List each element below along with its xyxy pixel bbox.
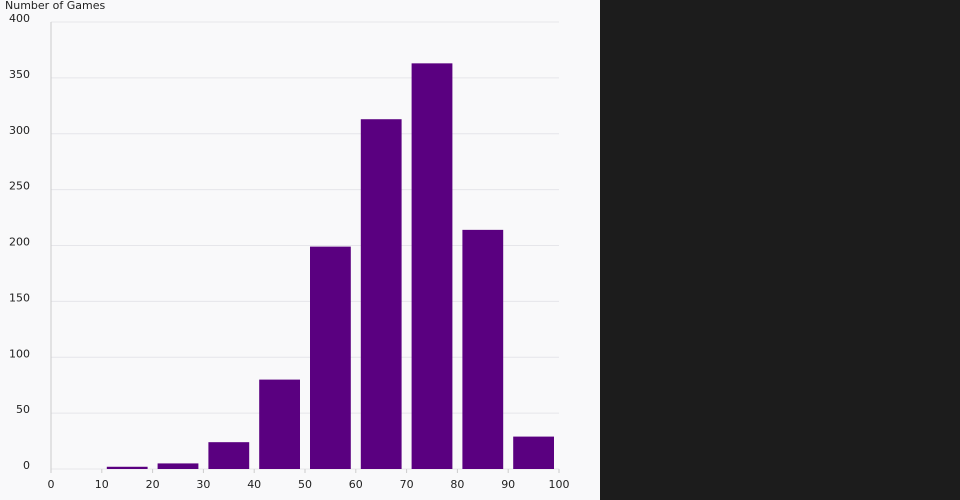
bar bbox=[411, 63, 453, 469]
bar bbox=[462, 229, 504, 469]
x-tick-label: 0 bbox=[48, 478, 55, 491]
y-tick-label: 150 bbox=[9, 291, 30, 304]
x-tick-label: 50 bbox=[298, 478, 312, 491]
bar bbox=[106, 466, 148, 469]
y-tick-label: 350 bbox=[9, 68, 30, 81]
y-tick-label: 200 bbox=[9, 236, 30, 249]
bar bbox=[360, 119, 402, 469]
x-tick-label: 80 bbox=[450, 478, 464, 491]
x-tick-label: 90 bbox=[501, 478, 515, 491]
bar bbox=[208, 442, 250, 469]
x-tick-label: 70 bbox=[400, 478, 414, 491]
x-tick-label: 10 bbox=[95, 478, 109, 491]
y-tick-label: 400 bbox=[9, 12, 30, 25]
x-tick-label: 100 bbox=[549, 478, 570, 491]
x-tick-label: 40 bbox=[247, 478, 261, 491]
chart: Number of Games 050100150200250300350400… bbox=[5, 0, 570, 491]
y-tick-label: 50 bbox=[16, 403, 30, 416]
y-tick-label: 100 bbox=[9, 347, 30, 360]
bar bbox=[157, 463, 199, 469]
bar bbox=[310, 246, 351, 469]
y-axis-title: Number of Games bbox=[5, 0, 106, 12]
y-tick-label: 250 bbox=[9, 180, 30, 193]
x-tick-label: 30 bbox=[196, 478, 210, 491]
bar bbox=[513, 436, 554, 469]
bar bbox=[259, 379, 300, 469]
side-panel bbox=[600, 0, 960, 500]
x-tick-label: 20 bbox=[146, 478, 160, 491]
y-tick-label: 300 bbox=[9, 124, 30, 137]
y-tick-label: 0 bbox=[23, 459, 30, 472]
x-tick-label: 60 bbox=[349, 478, 363, 491]
